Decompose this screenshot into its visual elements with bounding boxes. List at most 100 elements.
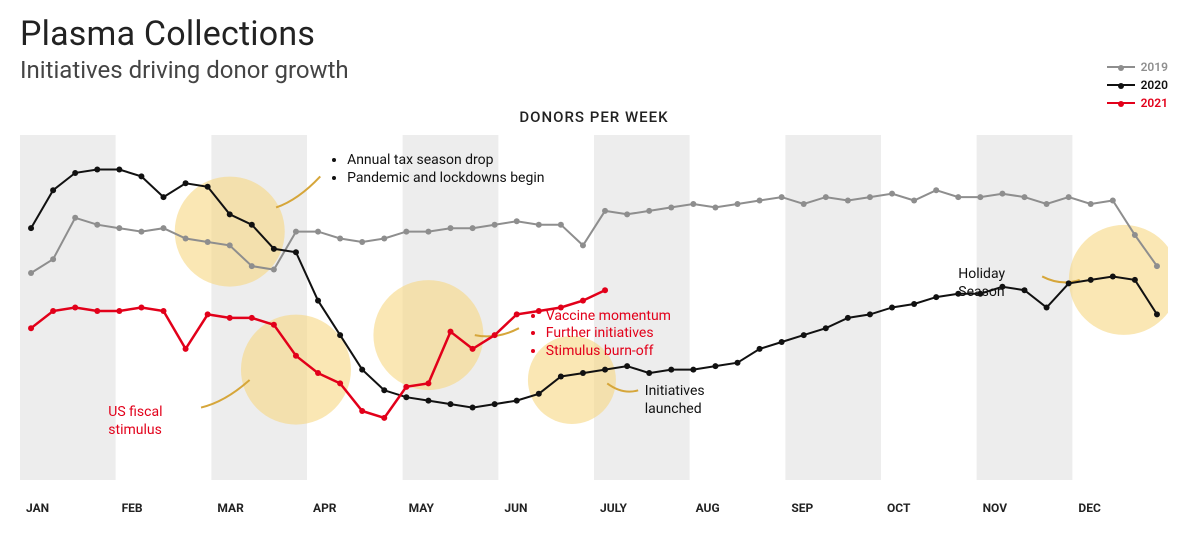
series-marker-2020 [1044,305,1050,311]
series-marker-2020 [315,298,321,304]
series-marker-2020 [271,246,277,252]
legend-label: 2019 [1141,60,1168,74]
month-label: MAR [217,501,243,515]
series-marker-2020 [889,305,895,311]
series-marker-2019 [403,229,409,235]
series-marker-2020 [1066,280,1072,286]
annotation-line: Stimulus burn-off [546,343,671,361]
series-marker-2021 [271,322,277,328]
series-marker-2020 [425,398,431,404]
series-marker-2020 [801,332,807,338]
series-marker-2021 [183,346,189,352]
series-marker-2020 [1022,287,1028,293]
month-label: AUG [696,501,720,515]
annotation-line: Vaccine momentum [546,308,671,326]
series-marker-2019 [977,194,983,200]
series-marker-2021 [94,308,100,314]
series-marker-2019 [580,242,586,248]
series-marker-2019 [536,222,542,228]
series-marker-2021 [425,380,431,386]
highlight-circle-holiday [1069,225,1168,335]
legend-swatch [1107,102,1135,104]
month-label: SEP [791,501,813,515]
series-marker-2019 [359,239,365,245]
series-marker-2020 [470,405,476,411]
series-marker-2020 [602,367,608,373]
month-label: MAY [409,501,434,515]
series-marker-2021 [205,311,211,317]
month-label: FEB [122,501,143,515]
series-marker-2019 [205,239,211,245]
series-marker-2019 [1088,201,1094,207]
series-marker-2019 [911,198,917,204]
series-marker-2021 [227,315,233,321]
series-marker-2019 [381,236,387,242]
series-marker-2020 [94,167,100,173]
series-marker-2020 [227,211,233,217]
series-marker-2020 [72,170,78,176]
series-marker-2019 [999,191,1005,197]
series-marker-2020 [28,225,34,231]
series-marker-2021 [448,329,454,335]
series-marker-2019 [690,201,696,207]
series-marker-2019 [646,208,652,214]
month-label: JULY [600,501,627,515]
series-marker-2019 [558,222,564,228]
highlight-circle-vaccine [373,280,483,390]
series-marker-2020 [867,311,873,317]
series-marker-2019 [138,229,144,235]
legend-swatch [1107,84,1135,86]
annotation-line: Annual tax season drop [347,152,544,170]
series-marker-2020 [116,167,122,173]
series-marker-2021 [72,305,78,311]
series-marker-2020 [536,391,542,397]
series-marker-2021 [116,308,122,314]
month-label: NOV [983,501,1007,515]
series-marker-2019 [72,215,78,221]
series-marker-2021 [580,298,586,304]
series-marker-2019 [116,225,122,231]
series-marker-2019 [1022,194,1028,200]
month-label: DEC [1078,501,1100,515]
month-label: JUN [504,501,527,515]
legend-item: 2019 [1107,60,1168,74]
series-marker-2020 [823,325,829,331]
series-marker-2021 [470,346,476,352]
annotation-tax-pandemic: Annual tax season dropPandemic and lockd… [329,152,544,187]
series-marker-2020 [712,363,718,369]
series-marker-2021 [293,353,299,359]
series-marker-2019 [779,194,785,200]
series-marker-2019 [955,194,961,200]
series-marker-2020 [624,363,630,369]
page-subtitle: Initiatives driving donor growth [20,56,349,84]
series-marker-2019 [1154,263,1160,269]
series-marker-2020 [558,374,564,380]
series-marker-2021 [359,408,365,414]
legend-label: 2020 [1141,78,1168,92]
series-marker-2020 [448,401,454,407]
series-marker-2021 [315,370,321,376]
series-marker-2020 [911,301,917,307]
series-marker-2019 [1066,194,1072,200]
month-label: OCT [887,501,910,515]
series-marker-2019 [492,222,498,228]
series-marker-2019 [801,201,807,207]
series-marker-2020 [381,387,387,393]
series-marker-2021 [492,332,498,338]
series-marker-2019 [94,222,100,228]
series-marker-2021 [138,305,144,311]
series-marker-2020 [690,367,696,373]
series-marker-2020 [138,173,144,179]
series-marker-2019 [28,270,34,276]
annotation-fiscal-stimulus: US fiscalstimulus [108,404,162,439]
series-marker-2019 [668,204,674,210]
series-marker-2021 [337,380,343,386]
chart-area: JANFEBMARAPRMAYJUNJULYAUGSEPOCTNOVDECAnn… [20,135,1168,515]
series-marker-2019 [735,201,741,207]
annotation-line: Holiday [958,266,1005,284]
annotation-line: stimulus [108,422,162,440]
annotation-vaccine: Vaccine momentumFurther initiativesStimu… [528,308,671,361]
legend-item: 2020 [1107,78,1168,92]
series-marker-2019 [448,225,454,231]
legend-item: 2021 [1107,96,1168,110]
